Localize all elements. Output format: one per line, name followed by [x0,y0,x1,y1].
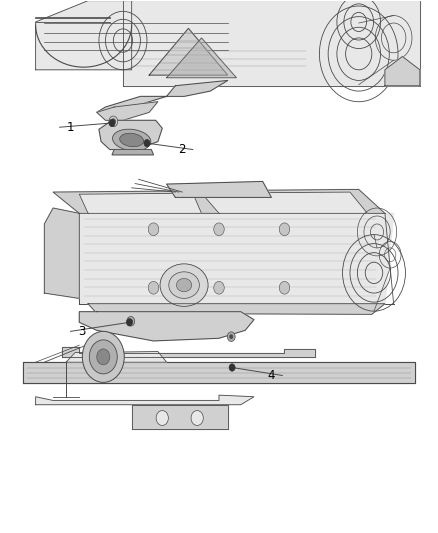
Polygon shape [97,102,158,120]
Polygon shape [35,1,132,70]
Ellipse shape [177,278,192,292]
Ellipse shape [113,129,151,151]
Polygon shape [35,395,254,405]
Polygon shape [66,352,166,362]
Circle shape [109,119,115,127]
Text: 4: 4 [268,369,275,382]
Circle shape [148,281,159,294]
Polygon shape [44,208,79,298]
Polygon shape [22,362,416,383]
Polygon shape [88,304,385,314]
Circle shape [156,410,168,425]
Text: 2: 2 [178,143,186,156]
Polygon shape [79,312,254,341]
Ellipse shape [160,264,208,306]
Polygon shape [201,192,367,213]
Circle shape [89,340,117,374]
Circle shape [97,349,110,365]
Circle shape [111,119,116,124]
Ellipse shape [120,133,144,147]
Circle shape [109,116,118,127]
Circle shape [144,140,150,147]
Circle shape [127,317,135,326]
Ellipse shape [169,272,199,298]
Polygon shape [79,193,201,213]
Polygon shape [53,189,385,213]
Polygon shape [123,1,420,86]
Circle shape [148,223,159,236]
Text: 3: 3 [78,325,85,338]
Text: 1: 1 [67,120,74,134]
Polygon shape [149,28,228,75]
Polygon shape [79,213,394,304]
Polygon shape [99,120,162,150]
Circle shape [191,410,203,425]
Circle shape [214,281,224,294]
Circle shape [230,335,233,339]
Circle shape [229,364,235,371]
Polygon shape [62,348,315,357]
Circle shape [279,281,290,294]
Circle shape [214,223,224,236]
Circle shape [82,332,124,382]
Polygon shape [166,181,272,197]
Polygon shape [112,150,153,155]
Circle shape [279,223,290,236]
Circle shape [227,332,235,342]
Polygon shape [385,56,420,86]
Circle shape [129,319,133,324]
Polygon shape [97,80,228,112]
Polygon shape [166,38,237,78]
Polygon shape [132,405,228,429]
Circle shape [127,319,133,326]
